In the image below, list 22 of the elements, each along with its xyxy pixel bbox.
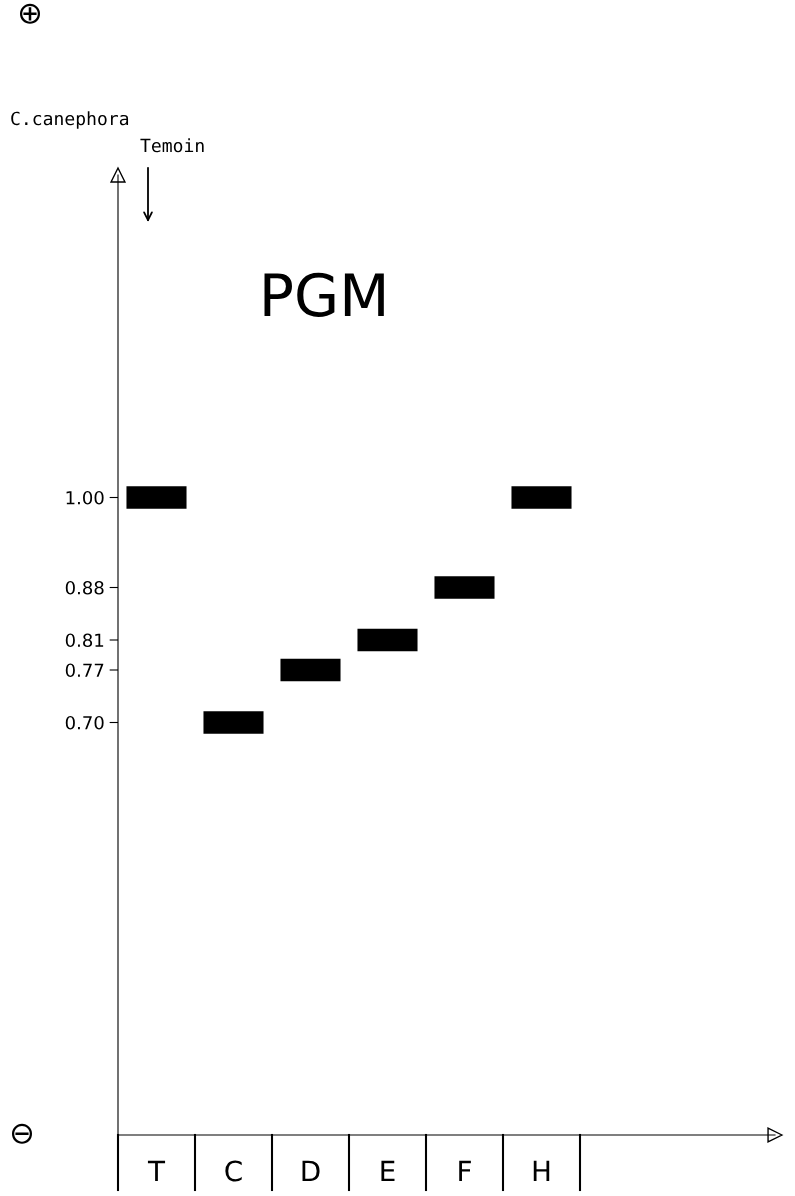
x-tick-label: F: [459, 1160, 471, 1182]
y-tick-label: 1.00: [66, 490, 104, 505]
x-tick-label: T: [147, 1160, 166, 1182]
text: C.canephora: [11, 111, 129, 129]
text: ⊖: [11, 1123, 33, 1144]
x-tick-label: E: [381, 1160, 395, 1182]
bar: [203, 711, 264, 734]
text: PGM: [264, 272, 384, 317]
bar: [434, 576, 495, 599]
x-tick-label: C: [225, 1160, 242, 1182]
y-tick-label: 0.88: [65, 580, 104, 595]
x-tick-label: D: [302, 1160, 320, 1182]
bar: [511, 486, 572, 509]
x-tick-label: H: [533, 1160, 550, 1182]
y-tick-label: 0.70: [65, 715, 104, 730]
bar: [357, 628, 418, 652]
y-tick-label: 0.81: [65, 633, 104, 648]
bar: [126, 486, 187, 509]
text: Temoin: [140, 138, 204, 153]
text: ⊕: [19, 3, 41, 24]
bar: [280, 658, 341, 682]
y-tick-label: 0.77: [65, 663, 104, 678]
